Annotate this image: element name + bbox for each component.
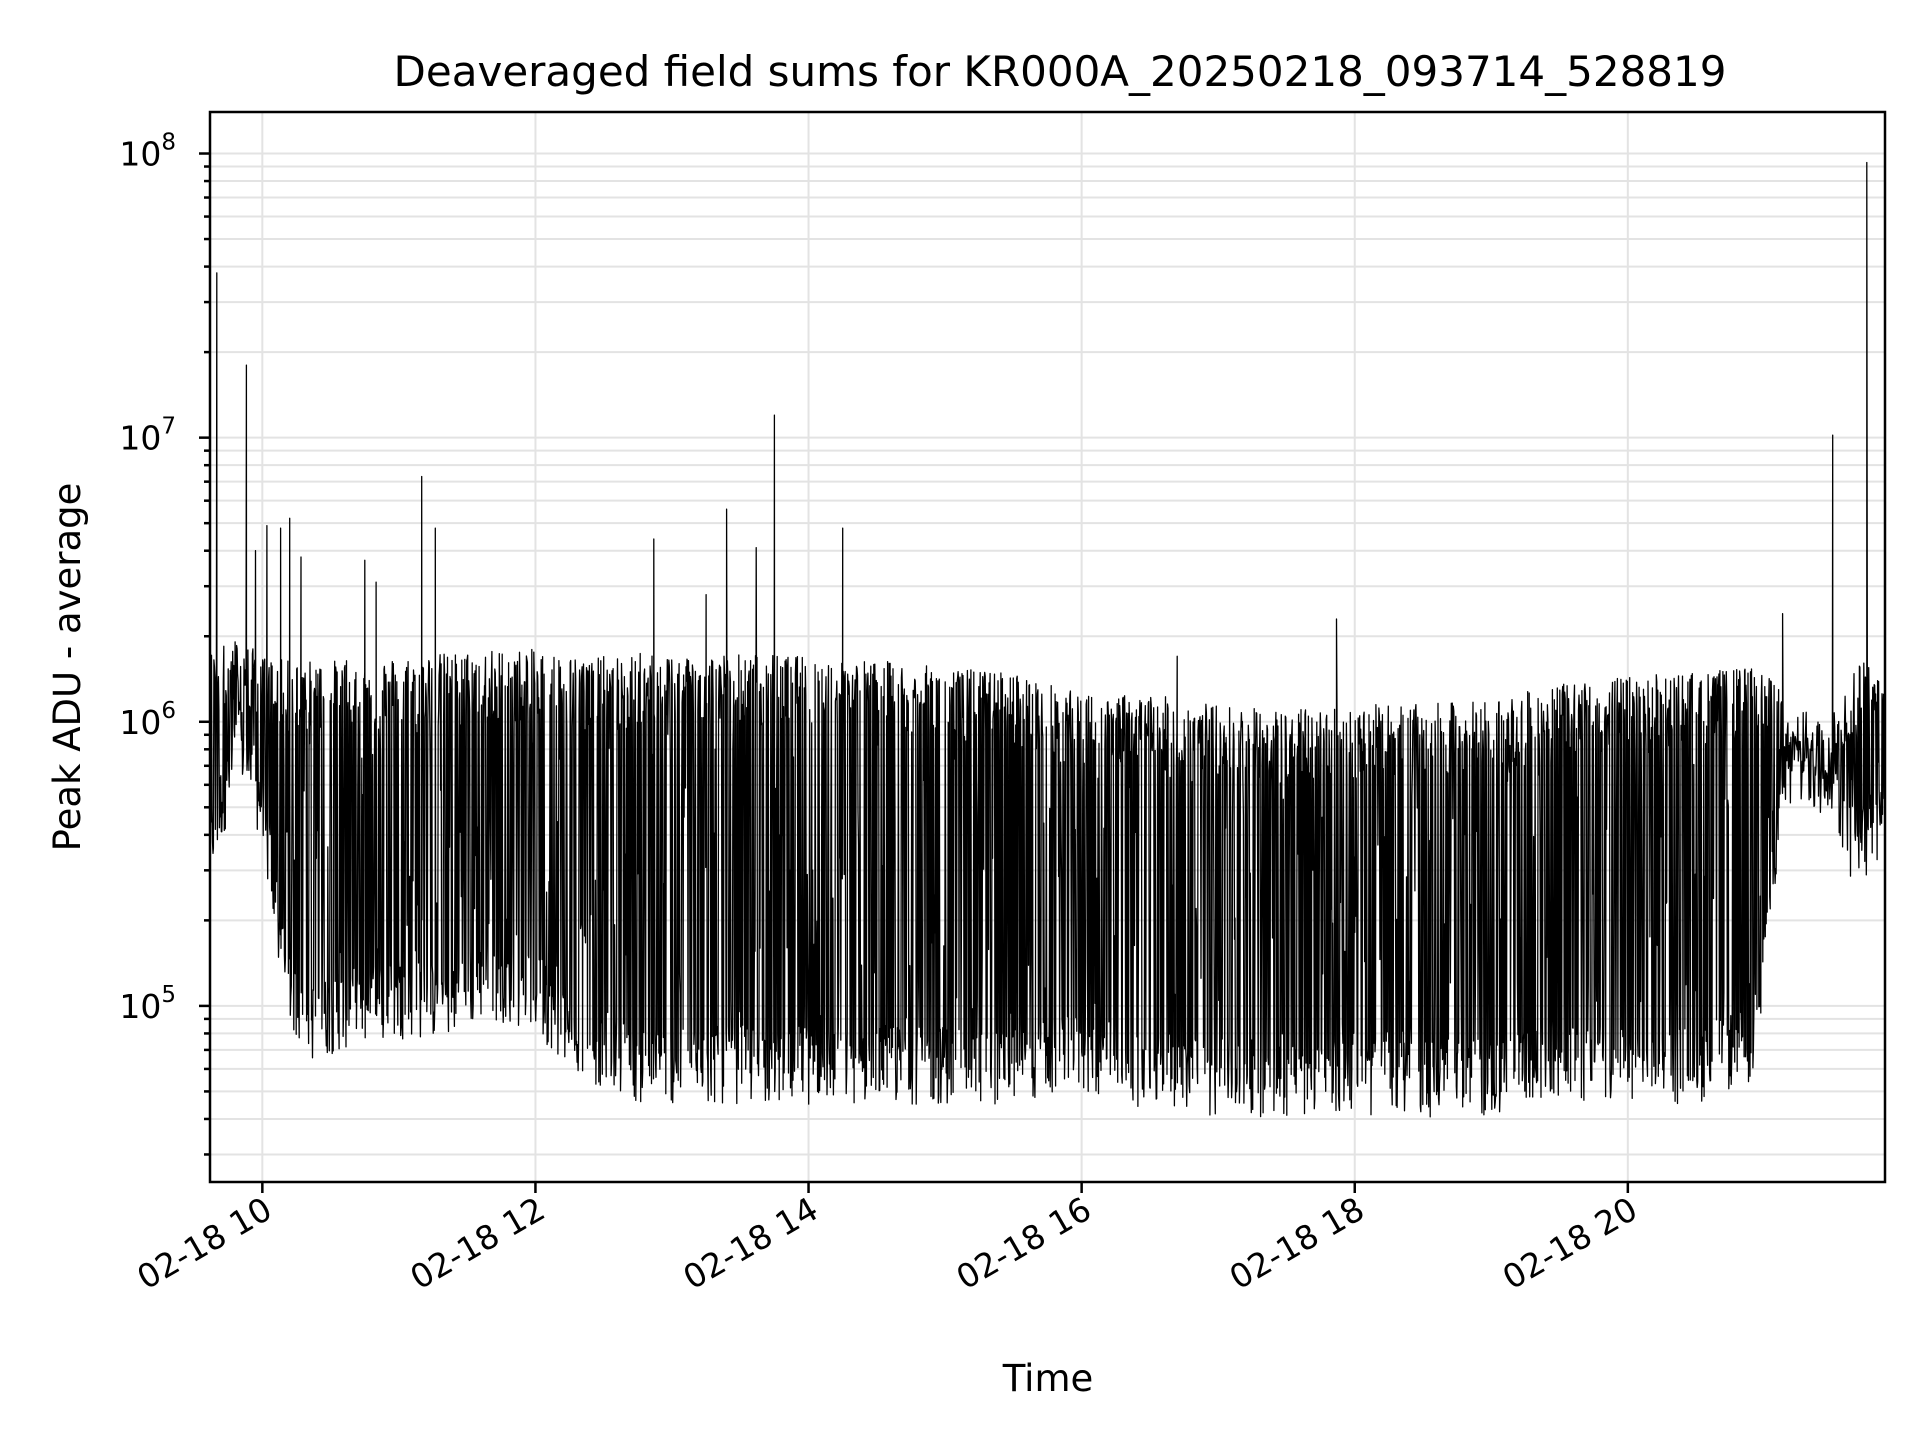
x-tick-label: 02-18 12 — [403, 1189, 551, 1297]
x-tick-label: 02-18 18 — [1223, 1189, 1371, 1297]
x-axis-label: Time — [1002, 1357, 1094, 1400]
x-tick-label: 02-18 10 — [130, 1189, 278, 1297]
y-tick-label: 106 — [119, 698, 176, 742]
series-line — [209, 161, 1886, 1118]
x-tick-label: 02-18 16 — [950, 1189, 1098, 1297]
y-tick-label: 107 — [119, 414, 176, 458]
y-tick-label: 108 — [119, 130, 176, 174]
x-tick-label: 02-18 20 — [1496, 1189, 1644, 1297]
x-tick-label: 02-18 14 — [677, 1189, 825, 1297]
y-axis: 105 106 107 108 — [119, 130, 210, 1156]
series-layer — [209, 161, 1886, 1118]
plot-frame — [208, 110, 1887, 1184]
chart-title: Deaveraged field sums for KR000A_2025021… — [394, 47, 1727, 96]
y-tick-label: 105 — [119, 982, 176, 1026]
y-axis-label: Peak ADU - average — [46, 483, 89, 852]
x-axis: 02-18 10 02-18 12 02-18 14 02-18 16 02-18 18… — [130, 1182, 1644, 1297]
